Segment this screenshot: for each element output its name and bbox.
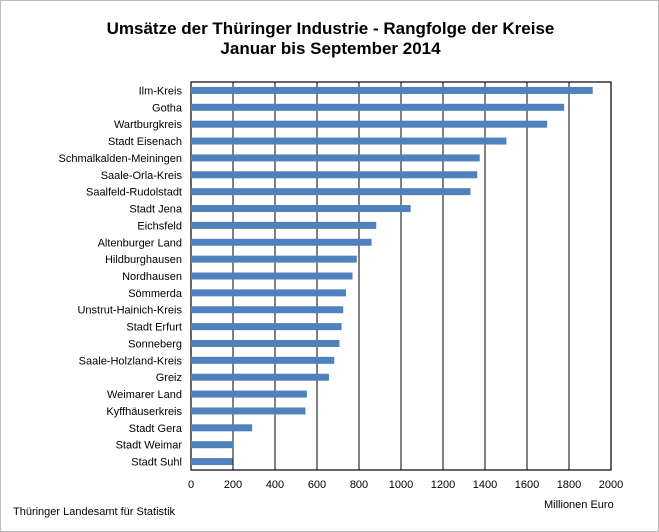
- x-tick-label: 1400: [473, 479, 497, 491]
- bar: [191, 238, 372, 246]
- category-label: Sonneberg: [128, 338, 182, 350]
- bar: [191, 323, 342, 331]
- bar: [191, 306, 344, 314]
- bar: [191, 221, 377, 229]
- x-tick-label: 1600: [515, 479, 539, 491]
- bar: [191, 373, 329, 381]
- category-label: Weimarer Land: [107, 389, 182, 401]
- x-tick-label: 1200: [431, 479, 455, 491]
- bar: [191, 120, 548, 128]
- bar: [191, 356, 335, 364]
- category-label: Nordhausen: [122, 271, 182, 283]
- category-label: Greiz: [156, 372, 182, 384]
- category-label: Gotha: [152, 102, 183, 114]
- category-label: Stadt Suhl: [131, 457, 182, 469]
- x-tick-label: 1800: [557, 479, 581, 491]
- chart-title: Umsätze der Thüringer Industrie - Rangfo…: [1, 19, 658, 59]
- bar: [191, 407, 306, 415]
- bar: [191, 171, 478, 179]
- x-axis-label: Millionen Euro: [544, 499, 614, 511]
- x-tick-label: 200: [224, 479, 242, 491]
- category-label: Altenburger Land: [98, 237, 182, 249]
- category-label: Saalfeld-Rudolstadt: [86, 187, 182, 199]
- bar: [191, 339, 340, 347]
- category-label: Eichsfeld: [137, 220, 182, 232]
- bar: [191, 154, 480, 162]
- category-label: Stadt Weimar: [116, 440, 183, 452]
- bar: [191, 188, 471, 196]
- category-label: Saale-Holzland-Kreis: [79, 355, 183, 367]
- category-label: Schmalkalden-Meiningen: [58, 153, 182, 165]
- bar: [191, 272, 353, 280]
- bar: [191, 137, 507, 145]
- x-tick-label: 2000: [599, 479, 623, 491]
- category-label: Stadt Jena: [129, 204, 182, 216]
- category-label: Stadt Erfurt: [126, 322, 182, 334]
- bar: [191, 289, 346, 297]
- category-label: Stadt Eisenach: [108, 136, 182, 148]
- x-tick-label: 800: [350, 479, 368, 491]
- chart-subtitle: Januar bis September 2014: [220, 39, 441, 58]
- bar: [191, 390, 307, 398]
- bar: [191, 441, 234, 449]
- bar: [191, 458, 233, 466]
- bar: [191, 103, 565, 111]
- category-label: Sömmerda: [128, 288, 183, 300]
- x-tick-label: 0: [188, 479, 194, 491]
- bar: [191, 255, 357, 263]
- bar: [191, 205, 411, 213]
- category-label: Stadt Gera: [129, 423, 183, 435]
- category-label: Unstrut-Hainich-Kreis: [77, 305, 182, 317]
- source-note: Thüringer Landesamt für Statistik: [13, 506, 176, 518]
- x-tick-label: 400: [266, 479, 284, 491]
- bar: [191, 86, 593, 94]
- category-label: Wartburgkreis: [114, 119, 183, 131]
- category-label: Saale-Orla-Kreis: [101, 170, 183, 182]
- x-tick-label: 600: [308, 479, 326, 491]
- bar: [191, 424, 253, 432]
- category-label: Hildburghausen: [105, 254, 182, 266]
- x-tick-label: 1000: [389, 479, 413, 491]
- category-label: Ilm-Kreis: [139, 85, 183, 97]
- category-label: Kyffhäuserkreis: [106, 406, 182, 418]
